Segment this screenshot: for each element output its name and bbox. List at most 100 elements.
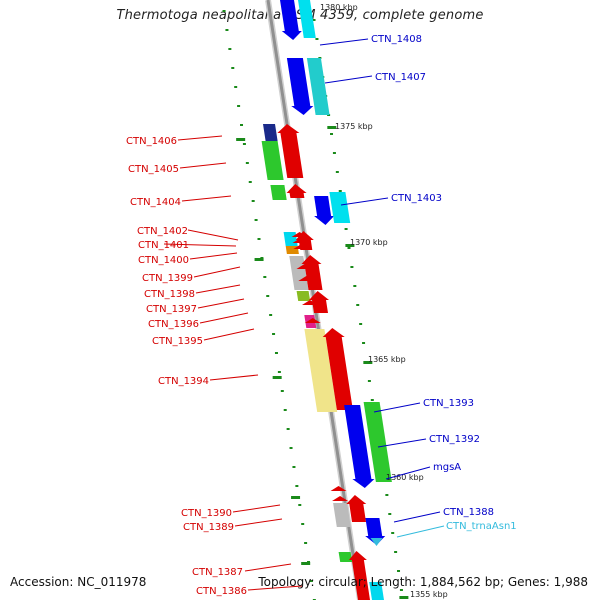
scale-dot [362, 342, 366, 344]
gene-label-ctn-trnaasn1: CTN_trnaAsn1 [446, 521, 517, 532]
red-arrowhead-ah2 [292, 238, 309, 243]
scale-dot [286, 428, 290, 430]
tick-d-mark [291, 496, 301, 499]
scale-dot [283, 409, 287, 411]
gene-ctn1407-b [306, 58, 330, 115]
gene-ctn1393-a [344, 405, 375, 488]
gene-label-ctn1400: CTN_1400 [138, 255, 189, 266]
gene-label-ctn1398: CTN_1398 [144, 289, 195, 300]
red-arrowhead-ah5 [298, 276, 315, 281]
scale-dot [295, 485, 299, 487]
red-arrowhead-ah9 [332, 496, 349, 501]
tick-c-mark [272, 376, 282, 379]
gene-ctn1405-r [277, 124, 304, 178]
scale-dot [370, 399, 374, 401]
scale-dot [254, 219, 258, 221]
scale-dot [225, 29, 229, 31]
scale-dot [289, 447, 293, 449]
gene-ctn1390 [333, 503, 351, 527]
gene-ctn1387 [338, 552, 353, 562]
gene-label-ctn1394: CTN_1394 [158, 376, 209, 387]
gene-ctn1390-r [346, 495, 367, 522]
red-arrowhead-ah7 [304, 318, 321, 323]
scale-dot [269, 314, 273, 316]
scale-dot [240, 124, 244, 126]
gene-label-ctn1386: CTN_1386 [196, 586, 247, 597]
gene-label-ctn1390: CTN_1390 [181, 508, 232, 519]
gene-features [261, 0, 392, 600]
gene-label-ctn1407: CTN_1407 [375, 72, 426, 83]
scale-dot [251, 200, 255, 202]
accession-text: Accession: NC_011978 [10, 575, 147, 589]
red-arrowhead-ah8 [330, 486, 347, 491]
scale-dot [356, 304, 360, 306]
left-leaders [163, 135, 303, 591]
gene-ctn1402 [283, 232, 298, 246]
scale-dot [266, 295, 270, 297]
gene-ctn1407-a [286, 58, 314, 115]
tick-label-1365: 1365 kbp [368, 355, 406, 364]
tick-1355-mark [399, 596, 409, 599]
scale-dot [274, 352, 278, 354]
scale-dot [222, 10, 226, 12]
red-arrowhead-ah4 [296, 264, 313, 269]
scale-dot [301, 523, 305, 525]
scale-dot [350, 266, 354, 268]
scale-dot [304, 542, 308, 544]
tick-1365-mark [363, 361, 373, 364]
scale-dot [231, 67, 235, 69]
red-arrowhead-ah6 [302, 300, 318, 305]
gene-ctn1404 [270, 185, 287, 200]
scale-dot [391, 532, 395, 534]
gene-label-ctn1401: CTN_1401 [138, 240, 189, 251]
tick-label-1380: 1380 kbp [320, 3, 358, 12]
scale-dot [272, 333, 276, 335]
scale-dot [312, 19, 316, 21]
tick-label-1355: 1355 kbp [410, 590, 448, 599]
genome-summary-text: Topology: circular; Length: 1,884,562 bp… [258, 575, 588, 589]
tick-b-mark [254, 258, 264, 261]
trna-leader [396, 525, 445, 538]
left-labels: CTN_1406 CTN_1405 CTN_1404 CTN_1402 CTN_… [126, 136, 247, 597]
gene-label-ctn1402: CTN_1402 [137, 226, 188, 237]
scale-dot [344, 228, 348, 230]
tick-1370-mark [345, 244, 355, 247]
scale-dot [245, 162, 249, 164]
gene-ctn1408-box [280, 0, 302, 40]
red-arrowhead-ah3 [293, 244, 310, 249]
gene-ctn1406 [263, 124, 278, 141]
scale-dot [234, 86, 238, 88]
gene-label-ctn1392: CTN_1392 [429, 434, 480, 445]
gene-ctn1399-r [301, 255, 323, 290]
red-arrowhead-ah1 [291, 232, 308, 237]
scale-dot [353, 285, 357, 287]
gene-ctn1386-b [369, 582, 384, 600]
gene-ctn1393-b [363, 402, 392, 482]
scale-dot [257, 238, 261, 240]
gene-ctn1394 [304, 329, 338, 412]
gene-ctn1403-a [314, 196, 335, 225]
scale-dot [263, 276, 267, 278]
scale-dot [292, 466, 296, 468]
scale-dot [394, 551, 398, 553]
scale-dot [277, 371, 281, 373]
gene-label-ctn1397: CTN_1397 [146, 304, 197, 315]
scale-dot [309, 580, 313, 582]
scale-dot [315, 38, 319, 40]
scale-dot [237, 105, 241, 107]
gene-label-ctn1406: CTN_1406 [126, 136, 177, 147]
scale-dot [280, 390, 284, 392]
scale-dot [388, 513, 392, 515]
scale-dot [242, 143, 246, 145]
gene-label-ctn1404: CTN_1404 [130, 197, 181, 208]
gene-ctn1396-r [309, 291, 329, 313]
tick-label-1370: 1370 kbp [350, 238, 388, 247]
scale-dot [338, 190, 342, 192]
scale-dot [335, 171, 339, 173]
scale-dot [359, 323, 363, 325]
tick-label-1375: 1375 kbp [335, 122, 373, 131]
gene-ctn1386-r [348, 551, 370, 600]
tick-1375-mark [327, 126, 337, 129]
gene-ctn1405 [261, 141, 284, 180]
